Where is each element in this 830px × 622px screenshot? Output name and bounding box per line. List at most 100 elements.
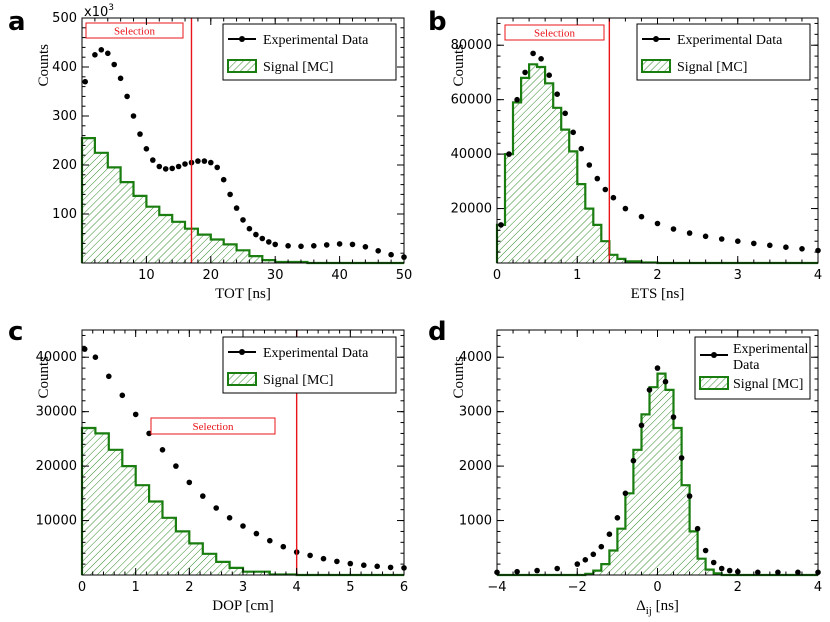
x-tick-label: 40 — [331, 268, 348, 283]
data-point — [718, 565, 725, 572]
data-point — [200, 493, 206, 499]
y-tick-label: 40000 — [451, 147, 492, 162]
y-tick-label: 400 — [52, 60, 77, 75]
data-point — [92, 52, 98, 58]
data-point — [678, 455, 685, 461]
data-point — [159, 447, 166, 453]
data-point — [92, 354, 99, 361]
data-point — [246, 225, 253, 232]
data-point — [686, 493, 693, 499]
legend-data-label: Experimental Data — [677, 33, 783, 48]
x-tick-label: 10 — [138, 268, 155, 283]
x-tick-label: 50 — [396, 268, 413, 283]
data-point — [105, 50, 111, 57]
y-tick-label: 300 — [52, 109, 77, 124]
x-tick-label: 1 — [573, 268, 581, 283]
data-point — [755, 569, 761, 576]
x-tick-label: 3 — [239, 580, 247, 595]
y-tick-label: 30000 — [36, 405, 77, 420]
data-point — [220, 176, 227, 183]
data-point — [783, 244, 789, 250]
y-tick-label: 1000 — [459, 514, 492, 529]
legend-mc-label: Signal [MC] — [263, 60, 333, 75]
y-tick-label: 60000 — [451, 93, 492, 108]
data-point — [622, 490, 629, 497]
x-tick-label: 6 — [400, 580, 408, 595]
data-point — [638, 213, 645, 220]
mc-histogram-fill — [497, 373, 818, 575]
legend: Experimental Data Signal [MC] — [222, 336, 397, 394]
x-tick-label: 4 — [814, 580, 822, 595]
data-point — [646, 387, 653, 393]
mc-histogram-line — [497, 372, 818, 577]
data-point — [598, 543, 605, 550]
data-point — [662, 378, 669, 385]
selection-label: Selection — [114, 26, 155, 38]
data-point — [119, 392, 126, 399]
data-point — [253, 231, 259, 238]
y-tick-label: 100 — [52, 207, 77, 222]
plot-frame — [81, 17, 405, 264]
data-point — [143, 146, 150, 152]
panel-letter: b — [428, 7, 447, 37]
data-point — [240, 523, 246, 529]
data-point — [111, 61, 117, 68]
data-point — [195, 158, 201, 164]
data-point — [169, 165, 175, 172]
data-point — [514, 96, 520, 103]
data-point — [323, 242, 330, 248]
y-tick-label: 2000 — [459, 459, 492, 474]
mc-histogram-line — [495, 63, 818, 265]
data-point — [506, 151, 512, 157]
data-point — [361, 562, 367, 568]
data-point — [285, 243, 291, 249]
data-point — [186, 479, 193, 486]
legend-data-marker — [711, 352, 717, 358]
data-point — [267, 537, 273, 544]
data-point — [334, 558, 340, 565]
data-point — [132, 411, 139, 418]
data-point — [562, 110, 568, 117]
data-point — [654, 365, 661, 371]
y-tick-label: 80000 — [451, 38, 492, 53]
data-point — [240, 217, 246, 223]
y-tick-label: 200 — [52, 158, 77, 173]
data-point — [522, 69, 528, 76]
data-point — [795, 569, 801, 576]
legend-data-label: Experimental Data — [263, 346, 369, 361]
selection-label: Selection — [193, 421, 234, 433]
selection-label-box — [504, 24, 605, 41]
legend-mc-label: Signal [MC] — [733, 377, 803, 392]
data-point — [213, 505, 219, 511]
legend-mc-label: Signal [MC] — [263, 373, 333, 388]
data-point — [266, 239, 272, 245]
data-point — [173, 463, 179, 469]
data-point — [214, 164, 220, 171]
data-point — [751, 240, 757, 247]
y-tick-label: 500 — [52, 11, 77, 26]
data-point — [538, 56, 544, 62]
data-point — [554, 91, 560, 97]
data-point — [347, 560, 354, 567]
x-tick-label: 2 — [185, 580, 193, 595]
x-axis-label: TOT [ns] — [215, 286, 271, 302]
data-point — [582, 557, 589, 563]
data-point — [570, 129, 576, 136]
data-point — [280, 543, 287, 550]
legend-data-label: Experimental Data — [263, 33, 369, 48]
data-point — [735, 238, 741, 244]
data-point — [606, 531, 613, 537]
legend-data-label-2: Data — [733, 358, 760, 373]
data-point — [514, 568, 520, 575]
legend: Experimental Data Signal [MC] — [636, 23, 811, 81]
data-point — [799, 246, 805, 252]
data-point — [336, 241, 343, 247]
data-point — [610, 194, 617, 201]
legend-data-label: Experimental — [733, 342, 809, 357]
mc-histogram-fill — [82, 428, 404, 575]
data-point — [554, 565, 560, 572]
data-point — [150, 157, 156, 163]
data-point — [374, 563, 381, 570]
data-point — [578, 145, 585, 152]
